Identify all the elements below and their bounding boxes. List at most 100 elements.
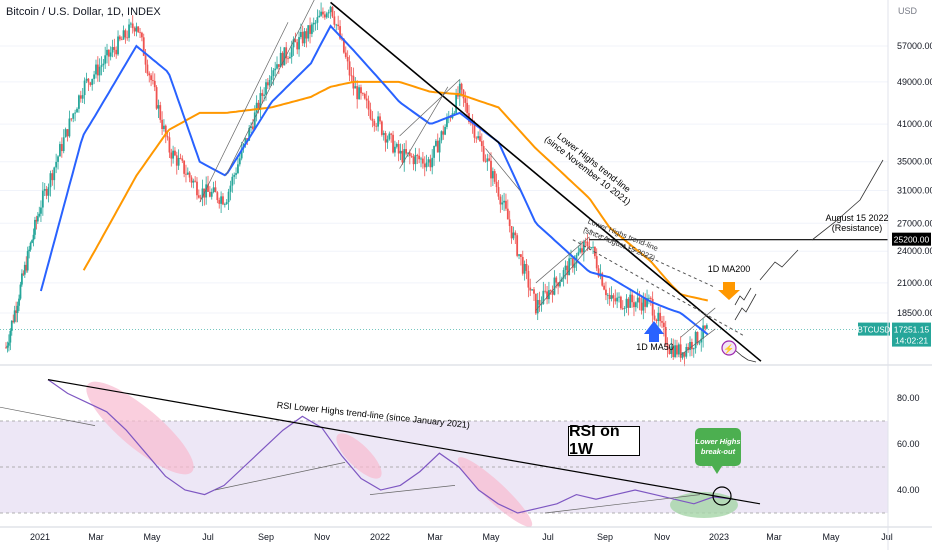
candle-body	[605, 289, 607, 296]
candle-body	[102, 63, 105, 66]
candle-body	[22, 273, 25, 275]
candle-body	[98, 66, 101, 76]
candle-body	[218, 200, 221, 204]
symbol-tag	[858, 322, 890, 336]
candle-body	[139, 32, 141, 34]
candle-body	[365, 98, 368, 101]
candle-body	[157, 105, 160, 109]
candle-body	[664, 327, 667, 344]
candle-body	[586, 241, 589, 247]
candle-body	[79, 95, 82, 99]
candle-body	[64, 129, 67, 138]
candle-body	[423, 163, 426, 168]
candle-body	[81, 95, 84, 99]
candle-body	[634, 302, 637, 308]
candle-body	[164, 125, 167, 137]
candle-body	[533, 289, 535, 294]
candle-body	[606, 294, 609, 296]
candle-body	[653, 315, 656, 320]
callout-pointer	[712, 466, 722, 474]
candle-body	[276, 64, 278, 69]
candle-body	[292, 39, 295, 48]
candle-body	[346, 56, 349, 62]
price-tick-label: 21000.00	[897, 278, 932, 288]
lightning-icon: ⚡	[723, 343, 734, 355]
lower-highs-label-nov-2021-line: Lower Highs trend-line	[555, 131, 632, 194]
candle-body	[309, 25, 311, 34]
rsi-tick-label: 60.00	[897, 439, 920, 449]
candle-body	[350, 75, 353, 77]
x-tick-label: Jul	[202, 532, 214, 542]
candle-body	[49, 173, 52, 188]
candle-body	[122, 30, 125, 40]
lower-highs-trendline-aug-2022	[572, 239, 745, 337]
candle-body	[225, 202, 228, 205]
candle-body	[16, 305, 19, 314]
candle-body	[36, 216, 39, 222]
candle-body	[531, 289, 534, 291]
candle-body	[199, 197, 202, 199]
candle-body	[592, 246, 594, 248]
candle-body	[392, 134, 394, 153]
candle-body	[407, 152, 409, 154]
x-tick-label: May	[822, 532, 840, 542]
rsi-channel-line	[214, 462, 346, 491]
candle-body	[642, 297, 645, 311]
candle-body	[373, 120, 376, 126]
candle-body	[375, 125, 378, 127]
candle-body	[696, 331, 699, 344]
candle-body	[19, 284, 22, 299]
candle-body	[115, 49, 118, 55]
candle-body	[358, 87, 360, 100]
candle-body	[436, 140, 439, 153]
candle-body	[416, 155, 419, 156]
chart-title: Bitcoin / U.S. Dollar, 1D, INDEX	[6, 6, 161, 18]
candle-body	[529, 287, 532, 291]
candle-body	[590, 247, 593, 249]
candle-body	[520, 254, 522, 257]
candle-body	[283, 47, 286, 66]
candle-body	[638, 297, 641, 303]
candle-body	[584, 241, 587, 243]
x-tick-label: Mar	[88, 532, 104, 542]
candle-body	[255, 102, 258, 113]
lower-highs-trendline-nov-2021	[330, 1, 762, 362]
candle-body	[18, 298, 20, 306]
candle-body	[644, 297, 647, 307]
candle-body	[144, 55, 147, 65]
candle-body	[186, 172, 189, 175]
candle-body	[201, 188, 204, 198]
candle-body	[670, 346, 673, 354]
candle-body	[482, 146, 485, 161]
candle-body	[266, 82, 269, 86]
candle-body	[142, 37, 145, 56]
candle-body	[118, 36, 121, 40]
candle-body	[89, 82, 92, 85]
candle-body	[10, 320, 13, 331]
candle-body	[342, 38, 345, 53]
callout-text: Lower Highs break-out	[695, 437, 741, 456]
candle-body	[208, 191, 211, 197]
candle-body	[333, 16, 336, 25]
rsi-channel-line	[0, 406, 96, 426]
candle-body	[113, 47, 116, 50]
candle-body	[62, 137, 65, 152]
projection-arrow	[811, 159, 884, 241]
candle-body	[397, 143, 400, 154]
candle-body	[34, 219, 36, 235]
resistance-label-line: August 15 2022	[825, 213, 888, 223]
candle-body	[493, 171, 496, 182]
candle-body	[74, 112, 77, 114]
candle-body	[85, 78, 88, 81]
candle-body	[238, 158, 241, 165]
candle-body	[135, 26, 138, 32]
candle-body	[679, 344, 682, 358]
candle-body	[192, 180, 195, 183]
candle-body	[237, 164, 239, 174]
channel-line	[199, 22, 289, 203]
candle-body	[705, 325, 708, 329]
candle-body	[13, 310, 16, 322]
x-tick-label: May	[482, 532, 500, 542]
candle-body	[566, 265, 569, 276]
